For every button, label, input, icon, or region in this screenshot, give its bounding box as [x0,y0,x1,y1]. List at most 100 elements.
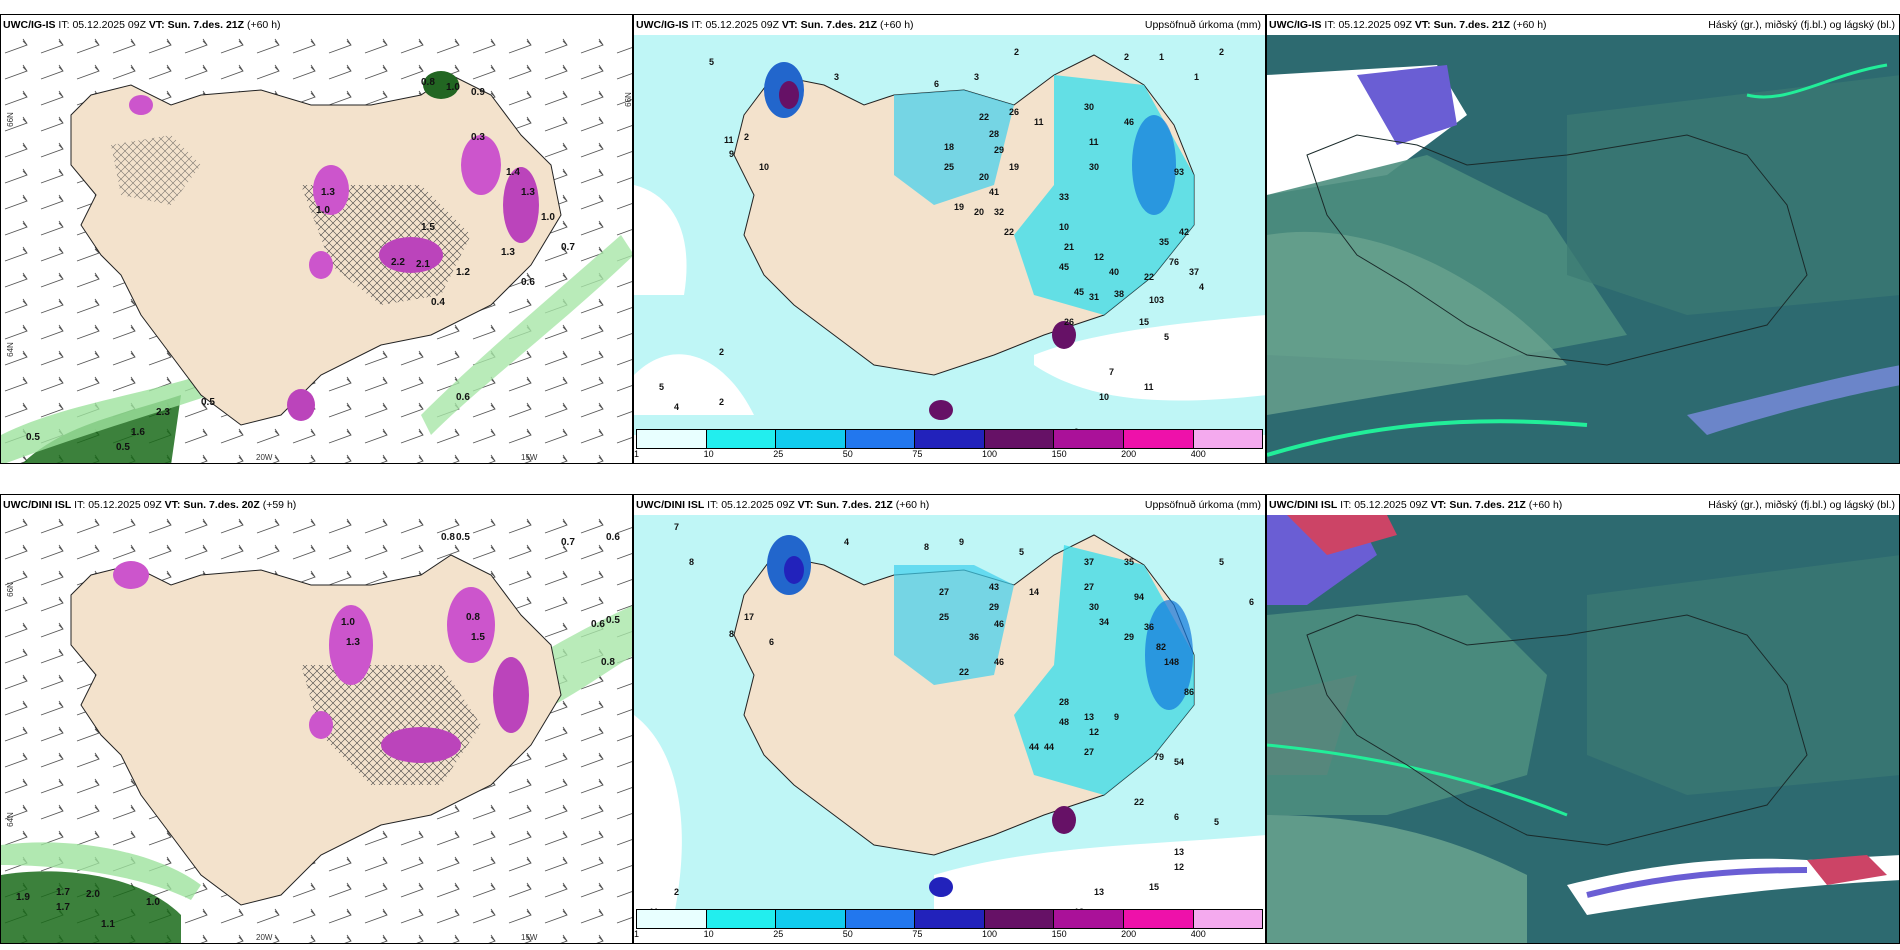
snow-label: 1.3 [346,637,360,648]
lat-label: 66N [623,92,633,107]
precip-label: 29 [1124,632,1134,642]
precip-label: 25 [944,162,954,172]
precip-label: 4 [1199,282,1204,292]
precip-label: 14 [1029,587,1039,597]
precip-label: 30 [1089,162,1099,172]
snow-label: 2.2 [391,257,405,268]
precip-label: 5 [1214,817,1219,827]
lon-label: 15W [521,933,538,942]
snow-label: 0.8 [466,612,480,623]
precip-map: 5 3 6 3 2 2 1 1 2 30 46 11 26 11 22 28 2… [634,35,1265,435]
precip-label: 22 [1144,272,1154,282]
snow-label: 0.5 [116,442,130,453]
colorbar-tick: 400 [1190,929,1206,939]
colorbar-ticks: 1 10 25 50 75 100 150 200 400 [634,449,1263,462]
precip-label: 2 [719,397,724,407]
precip-label: 103 [1149,295,1164,305]
precip-label: 36 [1144,622,1154,632]
precip-label: 46 [994,657,1004,667]
snow-label: 1.5 [471,632,485,643]
precip-label: 9 [729,149,734,159]
precip-label: 2 [744,132,749,142]
colorbar-bin [984,430,1055,448]
precip-label: 37 [1189,267,1199,277]
snow-label: 2.1 [416,259,430,270]
precip-label: 18 [944,142,954,152]
snow-label: 0.7 [561,242,575,253]
colorbar-tick: 50 [842,929,853,939]
colorbar-bin [637,910,707,928]
colorbar-tick: 200 [1121,929,1137,939]
snow-label: 1.3 [321,187,335,198]
precip-label: 19 [1009,162,1019,172]
precip-label: 35 [1124,557,1134,567]
colorbar-bin [776,910,846,928]
precip-map: 7 8 4 8 9 5 37 35 5 6 27 30 94 34 29 36 … [634,515,1265,915]
snow-label: 1.9 [16,892,30,903]
precip-label: 13 [1094,887,1104,897]
colorbar-bin [706,910,777,928]
snow-map: 0.8 1.0 0.9 1.3 1.0 0.3 1.4 1.3 1.5 2.2 … [1,35,632,463]
lat-label: 64N [5,342,15,357]
snow-label: 0.8 [441,532,455,543]
map-panel-ig-precip: UWC/IG-IS IT: 05.12.2025 09Z VT: Sun. 7.… [633,14,1266,464]
precip-label: 9 [959,537,964,547]
precip-label: 27 [1084,582,1094,592]
precip-label: 45 [1059,262,1069,272]
precip-label: 11 [1034,117,1044,127]
snow-depth-labels: 0.8 0.5 0.7 0.6 1.0 1.3 0.8 1.5 0.6 0.5 … [16,532,620,930]
precip-labels: 7 8 4 8 9 5 37 35 5 6 27 30 94 34 29 36 … [649,522,1254,915]
precip-label: 13 [1084,712,1094,722]
snow-label: 0.6 [591,619,605,630]
lon-label: 15W [521,453,538,462]
precip-label: 7 [1109,367,1114,377]
colorbar-bin [1054,430,1124,448]
precip-label: 22 [979,112,989,122]
lon-label: 20W [256,933,273,942]
snow-label: 1.4 [506,167,520,178]
colorbar-tick: 100 [981,449,998,459]
precip-label: 26 [1064,317,1074,327]
precip-label: 5 [709,57,714,67]
precip-label: 93 [1174,167,1184,177]
snow-label: 0.5 [456,532,470,543]
colorbar-tick: 150 [1051,449,1067,459]
precip-label: 40 [1109,267,1119,277]
precip-label: 15 [1149,882,1159,892]
map-panel-dini-precip: UWC/DINI ISL IT: 05.12.2025 09Z VT: Sun.… [633,494,1266,944]
precip-label: 11 [1144,382,1154,392]
precip-label: 31 [1089,292,1099,302]
precip-label: 5 [659,382,664,392]
snow-label: 0.8 [601,657,615,668]
precip-label: 26 [1009,107,1019,117]
precip-label: 12 [1089,727,1099,737]
precip-label: 46 [1124,117,1134,127]
precip-label: 36 [969,632,979,642]
map-panel-dini-clouds: UWC/DINI ISL IT: 05.12.2025 09Z VT: Sun.… [1266,494,1900,944]
snow-label: 0.5 [201,397,215,408]
precip-label: 1 [1194,72,1199,82]
snow-label: 0.5 [26,432,40,443]
precip-label: 11 [724,135,734,145]
panel-header: UWC/IG-IS IT: 05.12.2025 09Z VT: Sun. 7.… [1,15,632,35]
precip-label: 5 [1164,332,1169,342]
precip-label: 10 [759,162,769,172]
colorbar-bin [845,910,916,928]
colorbar-bin [1123,910,1194,928]
colorbar-bin [984,910,1055,928]
snow-label: 0.4 [431,297,445,308]
colorbar-bin [1193,910,1263,928]
colorbar-bin [1123,430,1194,448]
precip-label: 42 [1179,227,1189,237]
precip-label: 5 [1219,557,1224,567]
lon-label: 20W [256,453,273,462]
precip-label: 22 [959,667,969,677]
snow-label: 1.0 [316,205,330,216]
precip-label: 82 [1156,642,1166,652]
precip-label: 7 [674,522,679,532]
precip-colorbar [636,429,1263,449]
colorbar-tick: 25 [773,449,784,459]
panel-header: UWC/IG-IS IT: 05.12.2025 09Z VT: Sun. 7.… [1267,15,1899,35]
precip-label: 38 [1114,289,1124,299]
precip-label: 15 [1139,317,1149,327]
